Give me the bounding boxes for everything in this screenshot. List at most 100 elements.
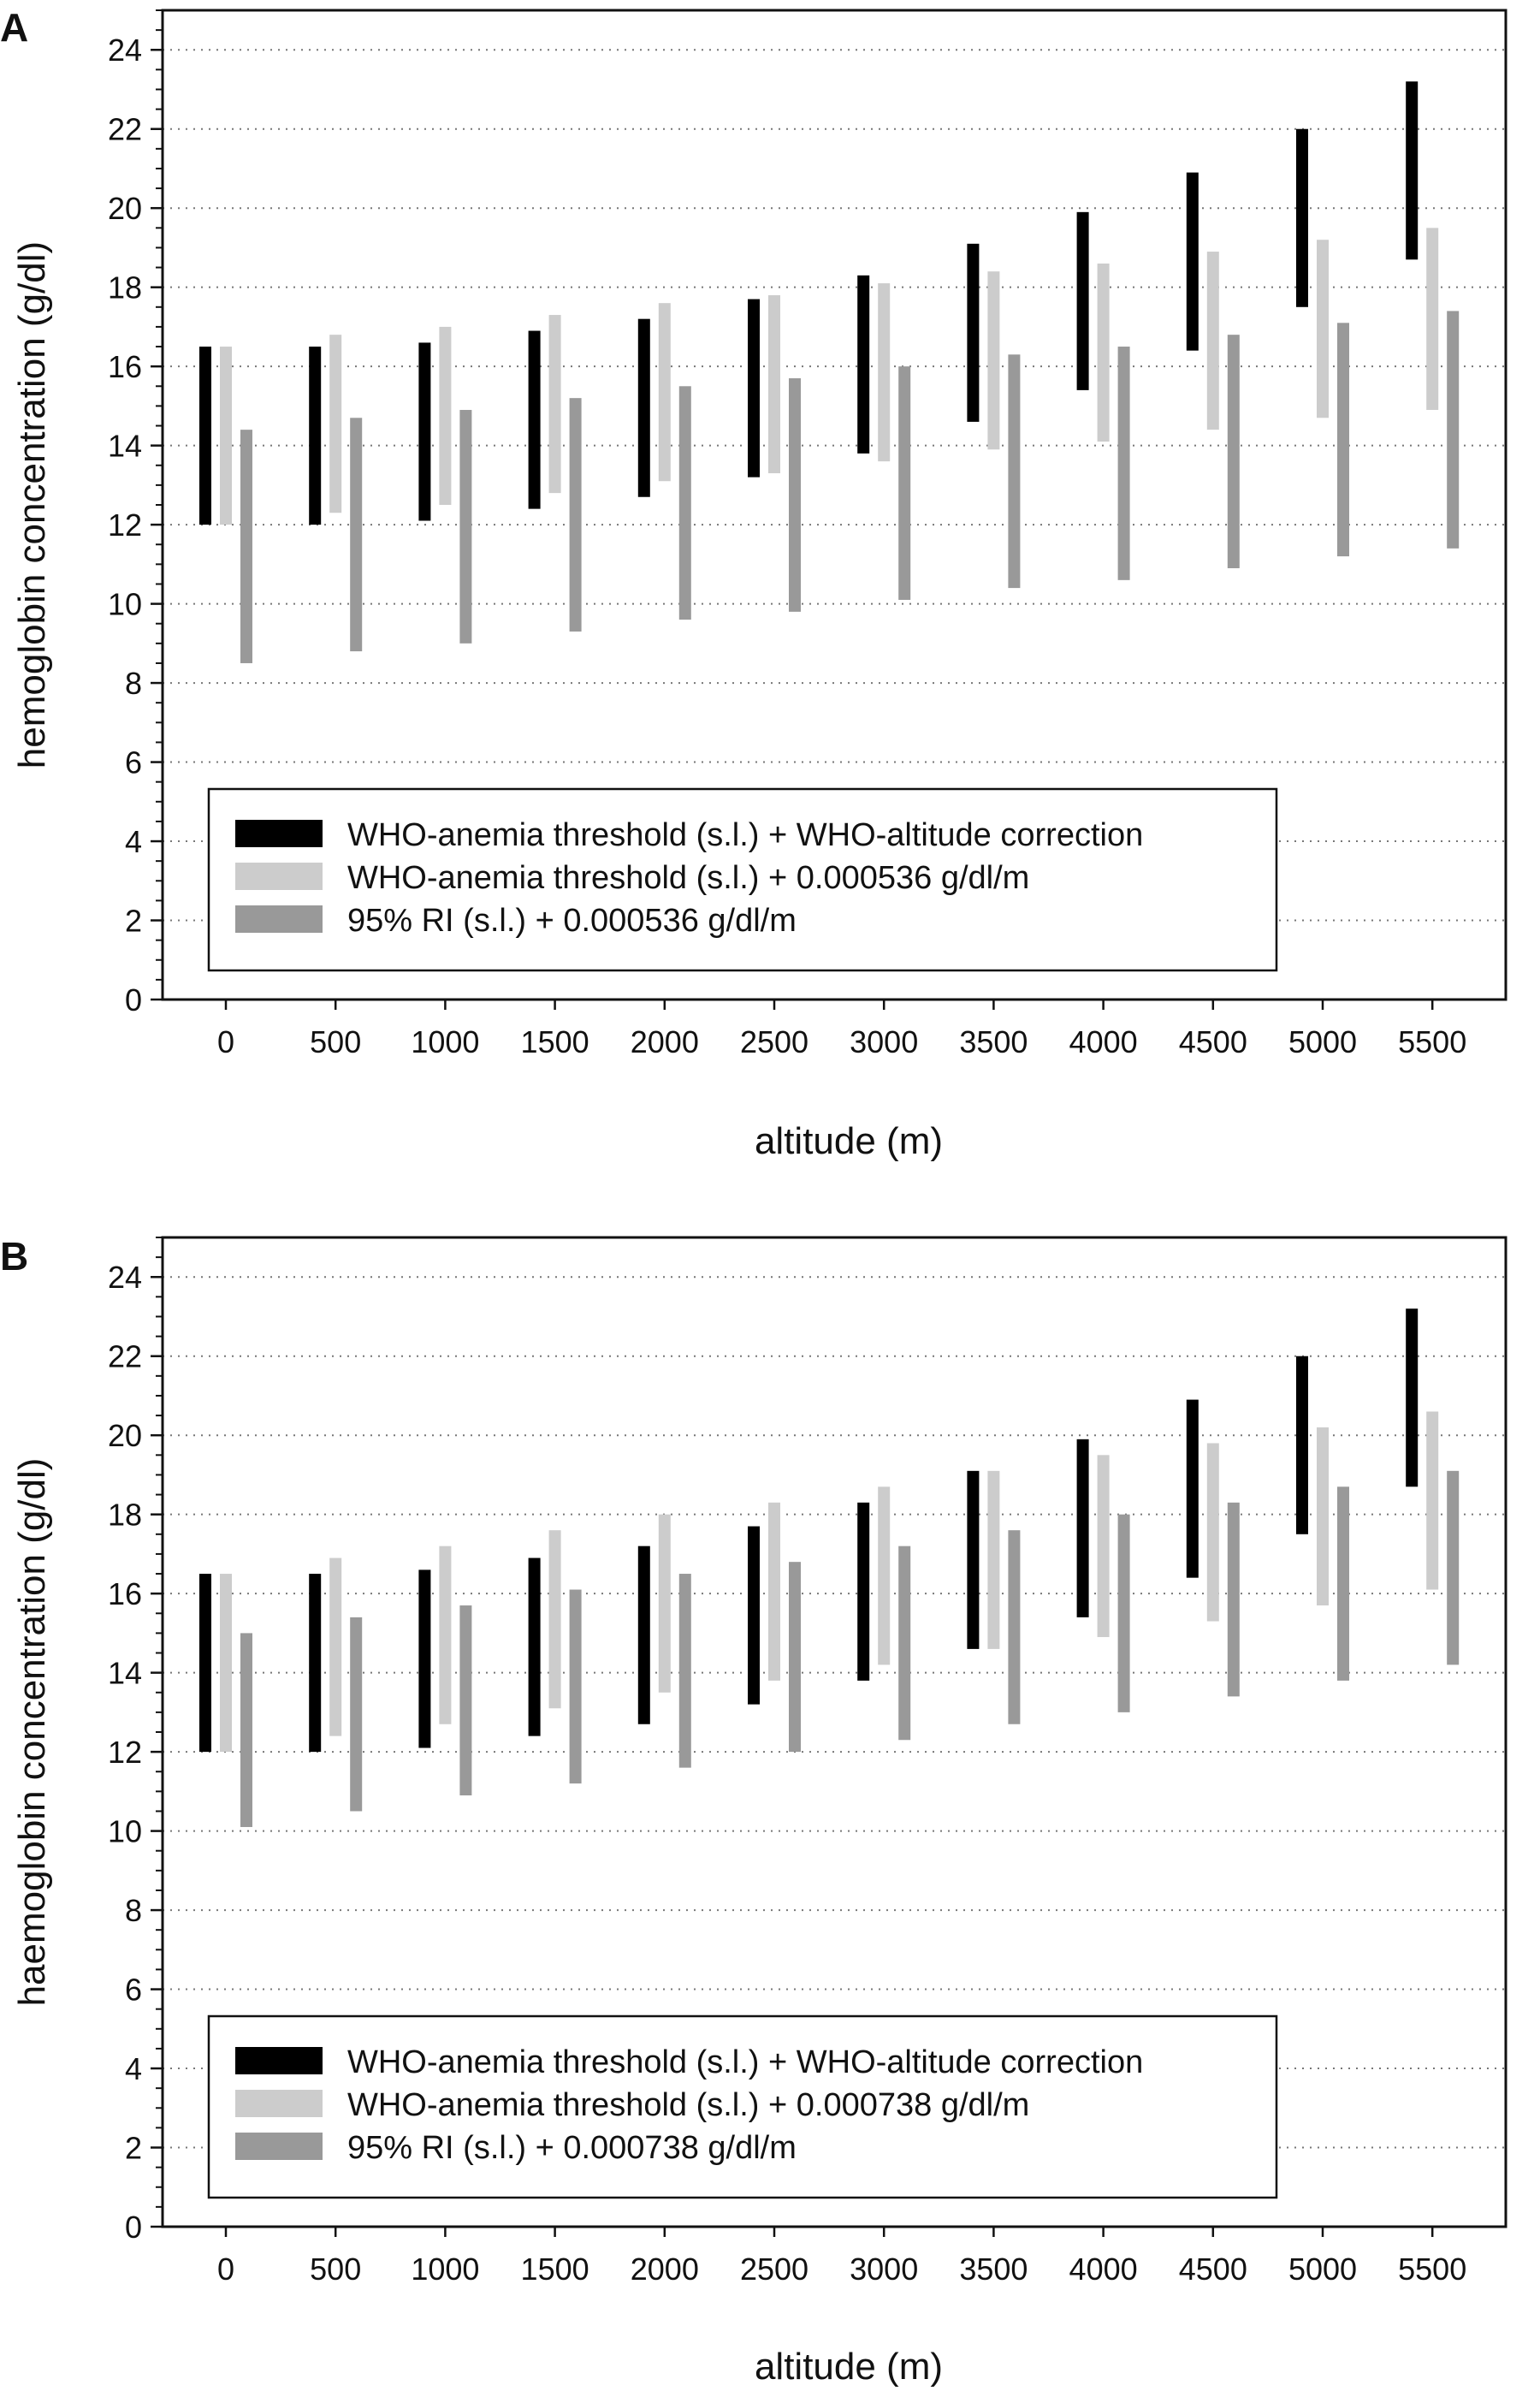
y-tick-label: 10 bbox=[108, 587, 142, 622]
x-tick-label: 1500 bbox=[521, 1024, 589, 1059]
x-tick-label: 2500 bbox=[740, 2252, 808, 2287]
x-tick-label: 2000 bbox=[631, 2252, 699, 2287]
y-tick-label: 16 bbox=[108, 1576, 142, 1611]
y-tick-label: 4 bbox=[125, 2051, 142, 2086]
legend-label-0: WHO-anemia threshold (s.l.) + WHO-altitu… bbox=[347, 2044, 1143, 2080]
range-bar-s1 bbox=[439, 326, 452, 505]
range-bar-s0 bbox=[748, 1526, 760, 1705]
y-tick-label: 8 bbox=[125, 666, 142, 701]
range-bar-s1 bbox=[548, 1530, 561, 1709]
range-bar-s2 bbox=[240, 1633, 252, 1827]
range-bar-s0 bbox=[418, 342, 431, 521]
range-bar-s1 bbox=[1317, 1427, 1329, 1606]
legend-box bbox=[207, 2014, 1278, 2199]
x-axis-title: altitude (m) bbox=[755, 1120, 943, 1162]
x-tick-label: 5500 bbox=[1398, 1024, 1466, 1059]
range-bar-s0 bbox=[309, 1574, 322, 1753]
x-tick-label: 0 bbox=[217, 2252, 234, 2287]
x-tick-label: 500 bbox=[310, 2252, 361, 2287]
x-tick-label: 4000 bbox=[1069, 1024, 1138, 1059]
x-tick-label: 1000 bbox=[411, 1024, 479, 1059]
range-bar-s0 bbox=[418, 1569, 431, 1748]
y-tick-label: 2 bbox=[125, 2131, 142, 2166]
y-tick-label: 24 bbox=[108, 1260, 142, 1295]
range-bar-s2 bbox=[789, 1562, 801, 1753]
y-tick-label: 8 bbox=[125, 1893, 142, 1928]
range-bar-s0 bbox=[1406, 1308, 1419, 1487]
bars bbox=[199, 1308, 1460, 1827]
range-bar-s0 bbox=[1186, 1399, 1199, 1578]
legend-label-0: WHO-anemia threshold (s.l.) + WHO-altitu… bbox=[347, 817, 1143, 853]
legend-swatch-0 bbox=[235, 820, 323, 847]
range-bar-s0 bbox=[1296, 128, 1308, 307]
y-tick-label: 22 bbox=[108, 1339, 142, 1374]
y-tick-label: 16 bbox=[108, 349, 142, 384]
y-tick-label: 14 bbox=[108, 429, 142, 464]
y-axis-title: hemoglobin concentration (g/dl) bbox=[11, 241, 53, 768]
x-tick-label: 0 bbox=[217, 1024, 234, 1059]
legend-label-2: 95% RI (s.l.) + 0.000536 g/dl/m bbox=[347, 903, 797, 939]
y-tick-label: 24 bbox=[108, 33, 142, 68]
legend-swatch-0 bbox=[235, 2047, 323, 2074]
range-bar-s2 bbox=[1337, 1486, 1349, 1681]
range-bar-s2 bbox=[1008, 1530, 1021, 1724]
range-bar-s2 bbox=[1227, 1502, 1240, 1697]
range-bar-s0 bbox=[1076, 211, 1089, 390]
range-bar-s1 bbox=[220, 347, 232, 525]
x-tick-label: 3500 bbox=[959, 2252, 1028, 2287]
y-tick-label: 2 bbox=[125, 904, 142, 939]
legend-label-1: WHO-anemia threshold (s.l.) + 0.000738 g… bbox=[347, 2087, 1029, 2123]
y-tick-label: 6 bbox=[125, 1973, 142, 2008]
range-bar-s1 bbox=[987, 271, 1000, 450]
y-tick-label: 14 bbox=[108, 1656, 142, 1691]
range-bar-s0 bbox=[637, 318, 650, 497]
range-bar-s2 bbox=[240, 430, 252, 663]
range-bar-s2 bbox=[1117, 347, 1130, 580]
range-bar-s1 bbox=[329, 335, 342, 513]
legend-swatch-1 bbox=[235, 2090, 323, 2117]
legend: WHO-anemia threshold (s.l.) + WHO-altitu… bbox=[207, 2014, 1278, 2199]
y-tick-label: 10 bbox=[108, 1814, 142, 1849]
y-tick-label: 4 bbox=[125, 824, 142, 859]
range-bar-s1 bbox=[1097, 263, 1110, 442]
range-bar-s2 bbox=[1227, 335, 1240, 568]
x-tick-label: 5000 bbox=[1288, 2252, 1357, 2287]
range-bar-s0 bbox=[309, 347, 322, 525]
legend-swatch-1 bbox=[235, 863, 323, 890]
range-bar-s0 bbox=[199, 347, 211, 525]
range-bar-s2 bbox=[898, 1546, 911, 1741]
x-tick-label: 5000 bbox=[1288, 1024, 1357, 1059]
range-bar-s1 bbox=[1206, 252, 1219, 430]
y-tick-label: 20 bbox=[108, 191, 142, 226]
range-bar-s1 bbox=[878, 1486, 891, 1665]
range-bar-s1 bbox=[768, 294, 780, 474]
range-bar-s0 bbox=[857, 275, 870, 454]
y-axis-title: haemoglobin concentration (g/dl) bbox=[11, 1458, 53, 2007]
range-bar-s0 bbox=[967, 243, 980, 422]
range-bar-s2 bbox=[350, 1617, 363, 1812]
x-axis: 0 500 1000 1500 2000 2500 3000 3500 4000 4500 5000… bbox=[217, 1000, 1466, 1059]
y-tick-label: 22 bbox=[108, 112, 142, 147]
range-bar-s2 bbox=[789, 378, 801, 612]
range-bar-s1 bbox=[439, 1546, 452, 1724]
legend-label-2: 95% RI (s.l.) + 0.000738 g/dl/m bbox=[347, 2130, 797, 2166]
range-bar-s2 bbox=[459, 410, 472, 644]
x-axis-title: altitude (m) bbox=[755, 2346, 943, 2388]
range-bar-s1 bbox=[878, 283, 891, 462]
range-bar-s1 bbox=[1317, 240, 1329, 418]
range-bar-s0 bbox=[1076, 1439, 1089, 1617]
y-tick-label: 18 bbox=[108, 1498, 142, 1533]
range-bar-s2 bbox=[1008, 354, 1021, 589]
range-bar-s0 bbox=[1296, 1356, 1308, 1534]
x-tick-label: 4500 bbox=[1179, 1024, 1247, 1059]
y-tick-label: 12 bbox=[108, 507, 142, 543]
range-bar-s0 bbox=[1186, 172, 1199, 351]
y-tick-label: 18 bbox=[108, 270, 142, 306]
range-bar-s0 bbox=[748, 299, 760, 478]
panel-label: A bbox=[0, 5, 28, 50]
range-bar-s0 bbox=[528, 330, 541, 509]
y-tick-label: 0 bbox=[125, 2210, 142, 2245]
